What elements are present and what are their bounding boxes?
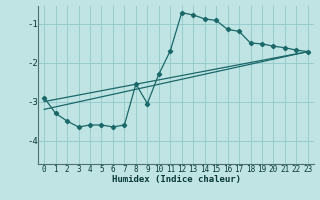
X-axis label: Humidex (Indice chaleur): Humidex (Indice chaleur)	[111, 175, 241, 184]
